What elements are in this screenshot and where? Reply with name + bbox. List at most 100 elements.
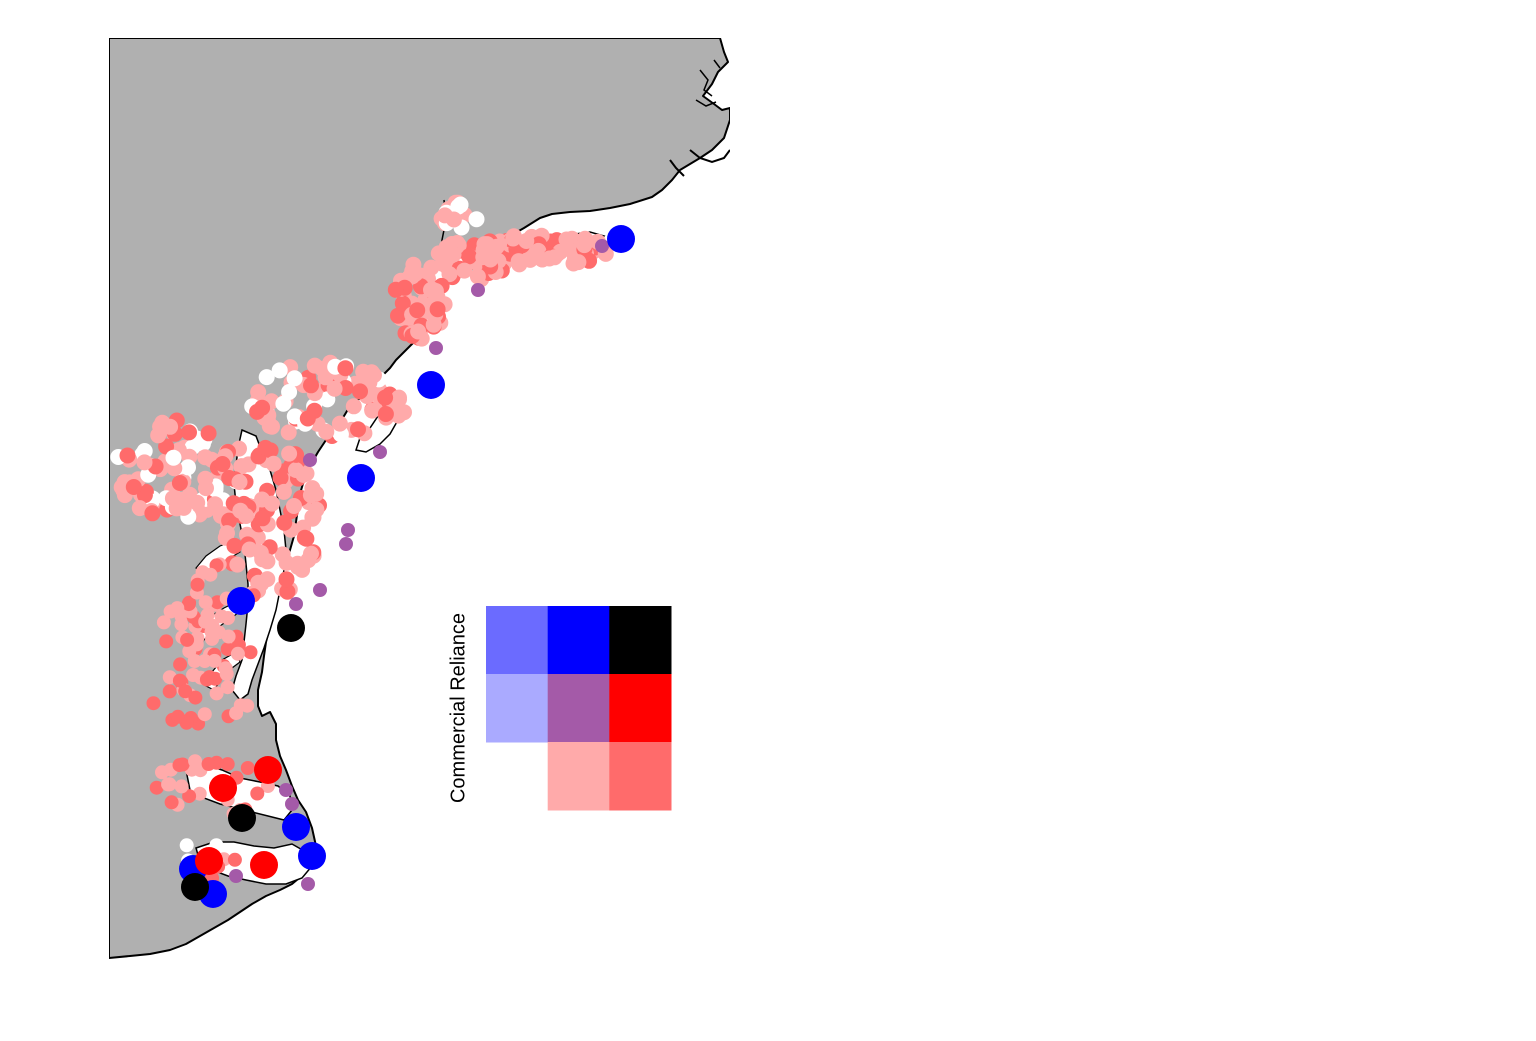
community-point [181,424,197,441]
community-point [377,406,394,422]
community-point [295,466,312,483]
community-point [366,367,382,384]
community-point [265,455,282,472]
community-point [179,838,194,853]
community-point-red [209,774,237,802]
community-point [429,301,446,318]
community-point [518,233,535,249]
community-point [229,556,246,573]
community-point [257,439,274,456]
community-point [136,487,153,504]
community-point [240,761,255,775]
community-point [180,632,195,647]
community-point [461,248,478,265]
community-point [230,646,245,661]
community-point [188,690,203,705]
community-point [209,686,224,701]
community-point [197,449,214,466]
community-point [394,295,411,312]
community-point [243,645,258,660]
legend: Commercial Reliance [447,606,672,811]
community-point [227,852,242,867]
community-point [162,684,177,699]
community-point [164,795,179,810]
community-point [424,281,441,298]
legend-cell-r2-c1 [547,742,610,811]
community-point-red [254,756,282,784]
legend-cell-r2-c2 [609,742,672,811]
community-point-black [228,804,256,832]
community-point-blue [298,842,326,870]
community-point [221,512,238,529]
community-point [146,696,161,711]
community-point [286,370,303,387]
community-point [441,266,458,283]
cape-cod [669,149,730,177]
community-point [304,510,321,527]
community-point [254,491,271,508]
points-layer [110,194,635,908]
legend-cell-r1-c2 [609,674,672,743]
community-point [271,362,288,379]
community-point-blue [227,587,255,615]
community-point [178,684,193,699]
community-point [172,758,187,773]
community-point [200,425,217,442]
community-point [174,779,189,794]
community-point [155,765,169,780]
community-point [254,399,271,416]
community-point [286,408,303,425]
community-point [407,265,424,282]
community-point [326,380,343,397]
community-point [189,494,206,511]
community-point [171,475,188,491]
community-point [488,238,505,255]
community-point-red [195,847,223,875]
community-point [510,253,527,270]
community-point [214,609,229,624]
community-point [199,672,214,687]
community-point [197,654,212,668]
community-point-blue [282,813,310,841]
community-point-red [250,851,278,879]
community-point [205,631,219,646]
community-point [163,604,178,619]
community-point [136,443,153,459]
community-point [469,268,486,285]
community-point [149,780,164,795]
community-point [162,418,179,435]
community-point [546,249,563,266]
community-point [258,369,275,386]
community-point [241,541,258,558]
community-point [203,567,218,582]
community-point [280,424,297,441]
community-point [276,514,293,531]
community-point [188,754,203,769]
community-point-purple [471,283,485,297]
community-point [172,673,187,688]
community-point [119,447,136,464]
community-point [218,661,233,676]
community-point [350,421,366,438]
community-point [198,595,213,610]
community-point [197,470,214,487]
community-point [275,483,292,500]
community-point [250,786,265,801]
community-point-purple [429,341,443,355]
community-point [207,653,222,668]
community-point [165,449,182,466]
community-point [475,249,492,266]
legend-cell-r0-c1 [547,606,610,675]
community-point [162,777,177,792]
community-point [125,479,142,495]
community-point [197,707,212,722]
community-point [364,402,381,419]
community-point [445,211,462,228]
community-point [190,577,205,592]
community-point [173,657,188,672]
community-point [221,629,236,644]
community-point [303,545,319,562]
community-point-purple [339,537,353,551]
community-point [409,302,426,319]
